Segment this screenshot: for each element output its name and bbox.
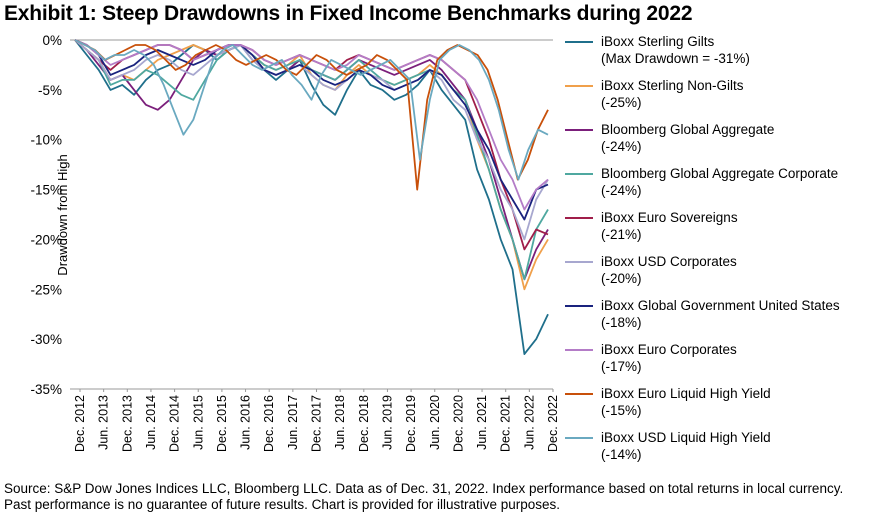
y-tick-label: -25% [30, 282, 62, 297]
legend-label: iBoxx Global Government United States (-1… [601, 298, 840, 330]
legend-label: iBoxx Euro Corporates (-17%) [601, 342, 737, 374]
x-tick-label: Dec. 2016 [262, 395, 276, 452]
x-tick-label: Dec. 2022 [546, 395, 560, 452]
legend-item: iBoxx Global Government United States (-1… [565, 296, 871, 340]
legend-swatch [565, 349, 593, 351]
legend-label: Bloomberg Global Aggregate (-24%) [601, 122, 775, 154]
legend-label: iBoxx Sterling Non-Gilts (-25%) [601, 78, 744, 110]
series-line-7 [74, 39, 549, 221]
x-tick-label: Jun. 2016 [239, 395, 253, 450]
x-tick-label: Jun. 2017 [286, 395, 300, 450]
x-tick-label: Dec. 2013 [120, 395, 134, 452]
legend-swatch [565, 261, 593, 263]
x-tick-label: Jun. 2018 [333, 395, 347, 450]
legend-item: iBoxx Euro Corporates (-17%) [565, 340, 871, 384]
legend-item: Bloomberg Global Aggregate (-24%) [565, 120, 871, 164]
y-tick-label: -20% [30, 232, 62, 247]
x-tick-label: Dec. 2018 [357, 395, 371, 452]
legend-item: Bloomberg Global Aggregate Corporate (-24… [565, 164, 871, 208]
legend-label: iBoxx USD Corporates (-20%) [601, 254, 737, 286]
legend-swatch [565, 173, 593, 175]
x-tick-label: Jun. 2022 [522, 395, 536, 450]
legend-item: iBoxx Euro Sovereigns (-21%) [565, 208, 871, 252]
series-line-8 [74, 39, 549, 211]
series-line-10 [74, 39, 549, 181]
legend-swatch [565, 393, 593, 395]
legend-swatch [565, 437, 593, 439]
y-tick-label: -35% [30, 382, 62, 397]
series-line-2 [74, 39, 549, 291]
x-tick-label: Dec. 2012 [73, 395, 87, 452]
legend-item: iBoxx Euro Liquid High Yield (-15%) [565, 384, 871, 428]
x-tick-label: Dec. 2017 [310, 395, 324, 452]
x-tick-label: Jun. 2015 [191, 395, 205, 450]
chart-canvas: 0% -5% -10% -15% -20% -25% -30% -35% Dec. 2012 Ju… [30, 33, 560, 452]
legend-swatch [565, 217, 593, 219]
x-tick-label: Dec. 2014 [168, 395, 182, 452]
x-tick-label: Jun. 2021 [475, 395, 489, 450]
legend-swatch [565, 305, 593, 307]
x-tick-label: Dec. 2020 [451, 395, 465, 452]
x-tick-label: Dec. 2015 [215, 395, 229, 452]
legend-item: iBoxx Sterling Gilts (Max Drawdown = -31%… [565, 32, 871, 76]
legend-item: iBoxx Sterling Non-Gilts (-25%) [565, 76, 871, 120]
legend-label: iBoxx Euro Sovereigns (-21%) [601, 210, 738, 242]
legend-item: iBoxx USD Liquid High Yield (-14%) [565, 428, 871, 472]
x-tick-label: Dec. 2021 [499, 395, 513, 452]
series-line-1 [74, 39, 549, 356]
legend-swatch [565, 41, 593, 43]
legend-label: Bloomberg Global Aggregate Corporate (-24… [601, 166, 839, 198]
legend-label: iBoxx USD Liquid High Yield (-14%) [601, 430, 771, 462]
legend-item: iBoxx USD Corporates (-20%) [565, 252, 871, 296]
legend-swatch [565, 85, 593, 87]
series-line-6 [74, 39, 549, 241]
y-tick-label: -5% [38, 83, 62, 98]
x-tick-label: Jun. 2013 [97, 395, 111, 450]
x-tick-label: Jun. 2014 [144, 395, 158, 450]
series-line-5 [74, 39, 549, 251]
legend-swatch [565, 129, 593, 131]
y-tick-label: 0% [42, 33, 62, 48]
y-tick-label: -15% [30, 183, 62, 198]
y-tick-label: -30% [30, 332, 62, 347]
legend-label: iBoxx Euro Liquid High Yield (-15%) [601, 386, 771, 418]
x-tick-label: Jun. 2020 [428, 395, 442, 450]
legend: iBoxx Sterling Gilts (Max Drawdown = -31%… [565, 32, 871, 472]
y-tick-label: -10% [30, 133, 62, 148]
chart-title: Exhibit 1: Steep Drawdowns in Fixed Inco… [4, 2, 693, 25]
y-axis-label: Drawdown from High [55, 154, 71, 276]
source-note: Source: S&P Dow Jones Indices LLC, Bloom… [4, 481, 844, 512]
x-tick-label: Dec. 2019 [404, 395, 418, 452]
legend-label: iBoxx Sterling Gilts (Max Drawdown = -31%… [601, 34, 750, 66]
x-tick-label: Jun. 2019 [380, 395, 394, 450]
